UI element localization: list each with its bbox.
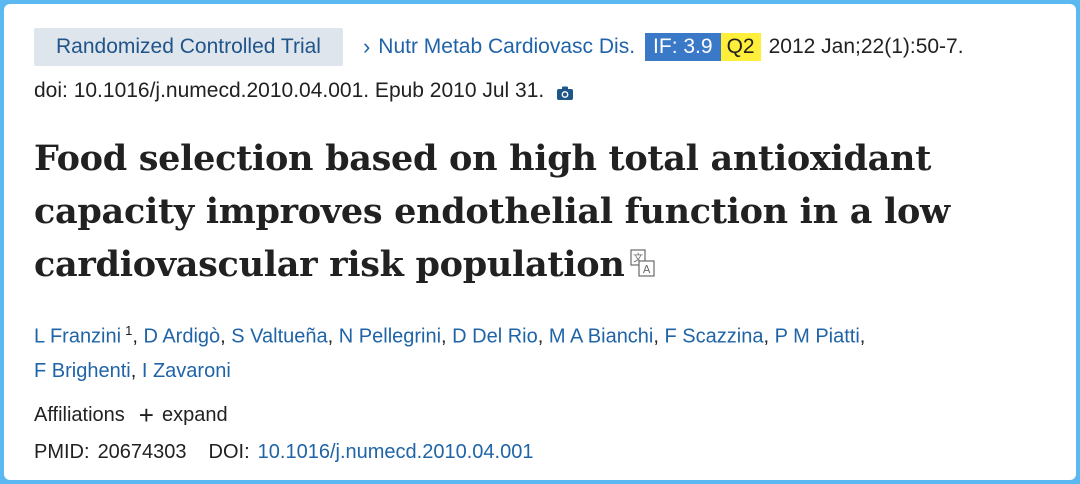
doi-link[interactable]: 10.1016/j.numecd.2010.04.001 [257,440,534,463]
camera-icon[interactable] [556,83,574,100]
author-link[interactable]: F Brighenti [34,359,131,382]
impact-factor-badge: IF: 3.9 [645,33,721,61]
author-link[interactable]: I Zavaroni [141,359,231,382]
author-separator: , [537,325,549,348]
author-link[interactable]: D Del Rio [452,325,538,348]
author-link[interactable]: D Ardigò [143,325,221,348]
affiliations-label: Affiliations [34,403,125,426]
author-link[interactable]: P M Piatti [774,325,860,348]
article-title: Food selection based on high total antio… [34,132,994,293]
doi-label: DOI: [208,440,250,463]
author-separator: , [130,359,142,382]
identifiers-row: PMID: 20674303 DOI: 10.1016/j.numecd.201… [34,437,533,467]
svg-text:文: 文 [634,252,644,265]
author-list: L Franzini 1, D Ardigò, S Valtueña, N Pel… [34,314,1034,388]
article-title-text: Food selection based on high total antio… [34,138,950,285]
affiliations-expand-button[interactable]: + expand [138,400,228,430]
pmid-value: 20674303 [97,440,187,463]
author-separator: , [653,325,665,348]
author-separator: , [220,325,232,348]
quartile-badge: Q2 [720,33,761,61]
doi-epub-text: doi: 10.1016/j.numecd.2010.04.001. Epub … [34,79,545,102]
author-link[interactable]: F Scazzina [664,325,764,348]
publication-type-badge: Randomized Controlled Trial [34,28,343,66]
author-separator: , [132,325,144,348]
citation-row: Randomized Controlled Trial › Nutr Metab… [34,28,964,66]
translate-icon[interactable]: 文 A [630,240,656,293]
author-link[interactable]: L Franzini [34,325,122,348]
author-separator: , [763,325,775,348]
expand-label: expand [161,403,228,426]
chevron-right-icon: › [362,34,371,59]
author-link[interactable]: S Valtueña [231,325,328,348]
author-separator: , [859,325,866,348]
citation-date: 2012 Jan;22(1):50-7. [768,35,964,58]
doi-epub-row: doi: 10.1016/j.numecd.2010.04.001. Epub … [34,76,574,106]
plus-icon: + [138,400,154,430]
affiliation-ref-number[interactable]: 1 [125,323,133,338]
author-separator: , [327,325,339,348]
author-link[interactable]: N Pellegrini [338,325,442,348]
author-link[interactable]: M A Bianchi [548,325,654,348]
author-separator: , [441,325,453,348]
pmid-label: PMID: [34,440,90,463]
article-header-panel: Randomized Controlled Trial › Nutr Metab… [4,4,1076,480]
svg-text:A: A [643,263,651,276]
affiliations-row: Affiliations + expand [34,400,228,430]
journal-link[interactable]: Nutr Metab Cardiovasc Dis. [378,35,636,58]
